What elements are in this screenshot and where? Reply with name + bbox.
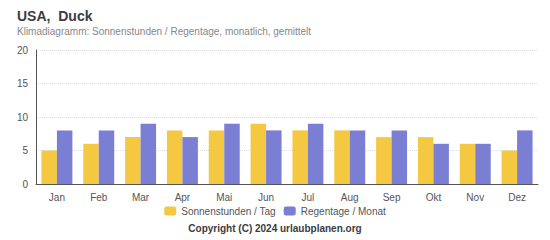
svg-text:5: 5 — [22, 145, 28, 156]
svg-text:Klimadiagramm: Sonnenstunden /: Klimadiagramm: Sonnenstunden / Regentage… — [17, 26, 311, 37]
svg-text:Aug: Aug — [341, 192, 359, 203]
svg-text:Nov: Nov — [466, 192, 484, 203]
svg-text:Regentage / Monat: Regentage / Monat — [301, 206, 386, 217]
svg-text:Dez: Dez — [508, 192, 526, 203]
svg-text:20: 20 — [17, 45, 29, 56]
svg-text:Jan: Jan — [49, 192, 65, 203]
svg-text:Mai: Mai — [216, 192, 232, 203]
svg-text:Sep: Sep — [383, 192, 401, 203]
svg-text:0: 0 — [22, 179, 28, 190]
svg-text:Mar: Mar — [132, 192, 150, 203]
svg-text:Sonnenstunden / Tag: Sonnenstunden / Tag — [181, 206, 275, 217]
svg-text:Jun: Jun — [258, 192, 274, 203]
svg-text:USA, Duck: USA, Duck — [17, 8, 93, 24]
svg-text:15: 15 — [17, 78, 29, 89]
svg-text:Okt: Okt — [426, 192, 442, 203]
svg-text:Feb: Feb — [90, 192, 108, 203]
svg-text:10: 10 — [17, 112, 29, 123]
svg-text:Jul: Jul — [302, 192, 315, 203]
svg-text:Copyright (C) 2024 urlaubplane: Copyright (C) 2024 urlaubplanen.org — [188, 223, 361, 234]
svg-text:Apr: Apr — [175, 192, 191, 203]
